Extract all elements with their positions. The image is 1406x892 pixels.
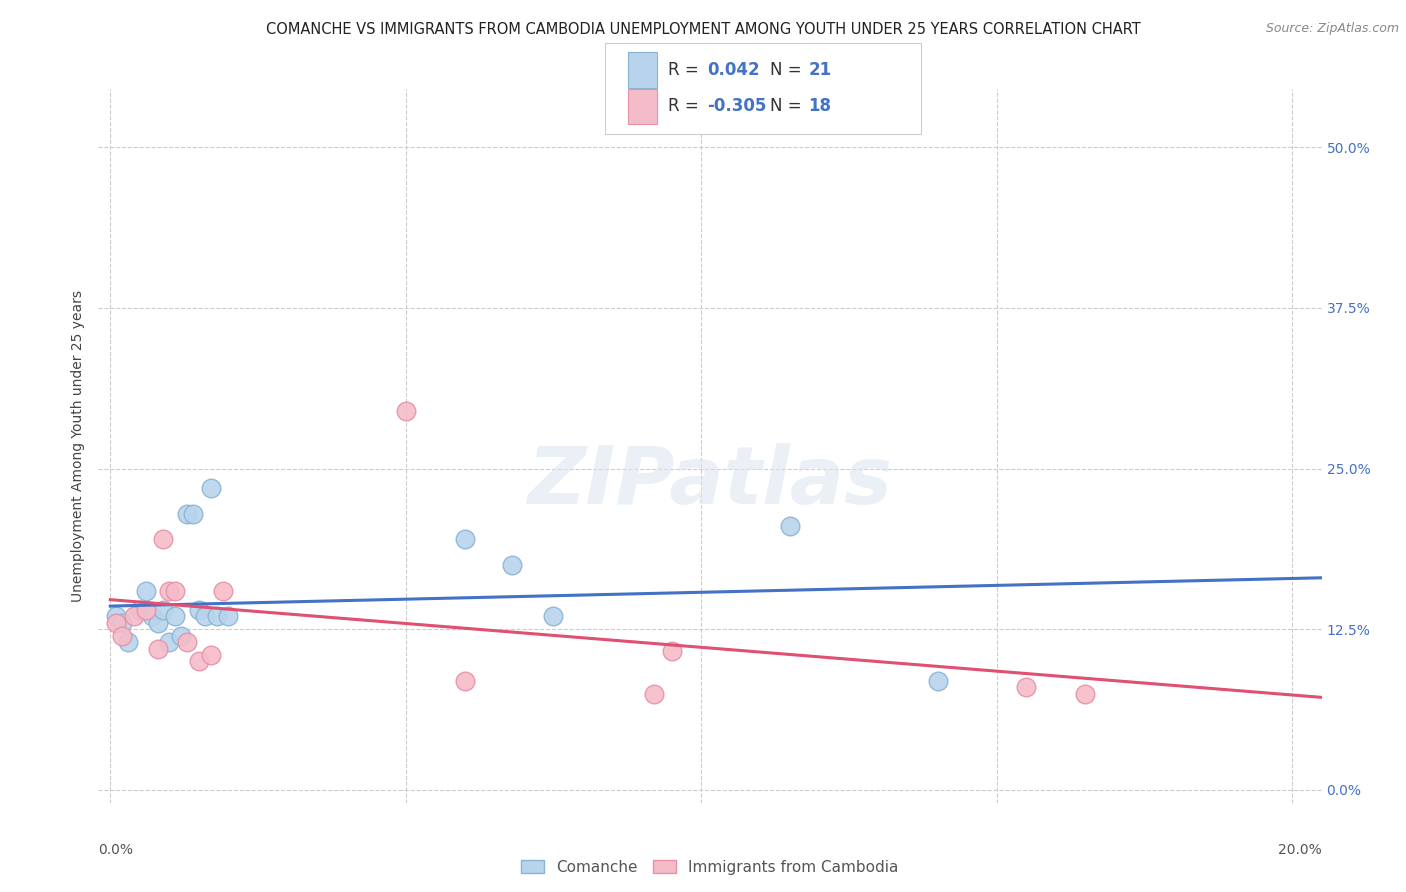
Text: R =: R =	[668, 62, 704, 79]
Point	[135, 583, 157, 598]
Point	[128, 603, 150, 617]
Point	[141, 609, 163, 624]
Point	[217, 609, 239, 624]
Point	[105, 615, 128, 630]
Text: 18: 18	[808, 97, 831, 115]
Text: 0.0%: 0.0%	[98, 843, 134, 857]
Legend: Comanche, Immigrants from Cambodia: Comanche, Immigrants from Cambodia	[515, 854, 905, 880]
Point	[927, 673, 949, 688]
Text: -0.305: -0.305	[707, 97, 766, 115]
Point	[135, 603, 157, 617]
Text: 21: 21	[808, 62, 831, 79]
Point	[111, 615, 134, 630]
Point	[1015, 680, 1038, 694]
Point	[643, 686, 665, 700]
Point	[543, 609, 565, 624]
Point	[187, 603, 209, 617]
Point	[152, 533, 174, 547]
Point	[779, 519, 801, 533]
Point	[157, 635, 180, 649]
Point	[1074, 686, 1097, 700]
Point	[454, 533, 477, 547]
Point	[194, 609, 217, 624]
Point	[165, 583, 187, 598]
Point	[117, 635, 139, 649]
Point	[165, 609, 187, 624]
Point	[200, 648, 222, 662]
Point	[176, 635, 198, 649]
Text: ZIPatlas: ZIPatlas	[527, 442, 893, 521]
Point	[395, 403, 418, 417]
Point	[211, 583, 233, 598]
Point	[200, 481, 222, 495]
Point	[105, 609, 128, 624]
Point	[157, 583, 180, 598]
Text: 20.0%: 20.0%	[1278, 843, 1322, 857]
Text: 0.042: 0.042	[707, 62, 759, 79]
Point	[176, 507, 198, 521]
Point	[146, 641, 169, 656]
Text: N =: N =	[770, 62, 807, 79]
Point	[122, 609, 145, 624]
Y-axis label: Unemployment Among Youth under 25 years: Unemployment Among Youth under 25 years	[72, 290, 86, 602]
Point	[661, 644, 683, 658]
Point	[205, 609, 228, 624]
Point	[454, 673, 477, 688]
Point	[187, 654, 209, 668]
Point	[152, 603, 174, 617]
Text: N =: N =	[770, 97, 807, 115]
Text: R =: R =	[668, 97, 704, 115]
Point	[111, 629, 134, 643]
Point	[146, 615, 169, 630]
Text: Source: ZipAtlas.com: Source: ZipAtlas.com	[1265, 22, 1399, 36]
Point	[181, 507, 204, 521]
Point	[170, 629, 193, 643]
Point	[501, 558, 523, 572]
Text: COMANCHE VS IMMIGRANTS FROM CAMBODIA UNEMPLOYMENT AMONG YOUTH UNDER 25 YEARS COR: COMANCHE VS IMMIGRANTS FROM CAMBODIA UNE…	[266, 22, 1140, 37]
